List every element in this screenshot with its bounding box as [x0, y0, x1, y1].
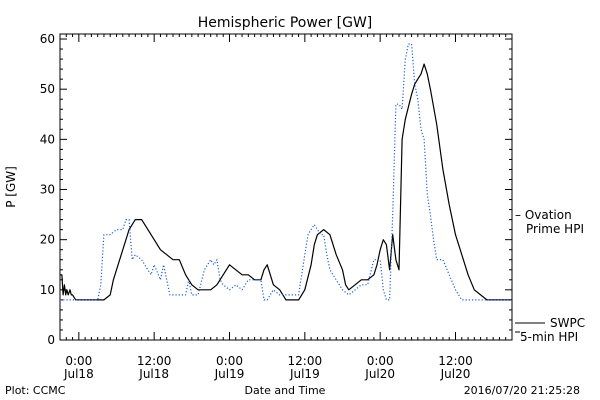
- x-tick-label-date: Jul18: [63, 367, 94, 381]
- footer-timestamp: 2016/07/20 21:25:28: [464, 384, 580, 397]
- x-tick-label-date: Jul18: [138, 367, 169, 381]
- x-tick-label-time: 12:00: [438, 354, 473, 368]
- x-tick-label-time: 0:00: [367, 354, 394, 368]
- y-tick-label: 10: [40, 283, 55, 297]
- x-tick-label-date: Jul19: [214, 367, 245, 381]
- chart-title: Hemispheric Power [GW]: [198, 15, 373, 31]
- x-tick-label-time: 0:00: [65, 354, 92, 368]
- series-line-swpc: [60, 63, 512, 301]
- y-tick-label: 60: [40, 32, 55, 46]
- legend-label-ovation-line1: – Ovation: [515, 208, 572, 222]
- x-tick-label-time: 12:00: [137, 354, 172, 368]
- y-axis: 0 10 20 30 40 50 60: [40, 32, 512, 347]
- x-tick-label-time: 0:00: [216, 354, 243, 368]
- series-lines: [60, 43, 512, 301]
- x-tick-label-date: Jul20: [440, 367, 471, 381]
- legend-label-ovation-line2: Prime HPI: [526, 222, 584, 236]
- x-tick-label-time: 12:00: [288, 354, 323, 368]
- x-tick-label-date: Jul20: [364, 367, 395, 381]
- plot-frame: [59, 33, 513, 341]
- legend-label-swpc-line1: SWPC: [550, 316, 585, 330]
- y-tick-label: 30: [40, 183, 55, 197]
- legend-label-swpc-line2: 5-min HPI: [520, 330, 578, 344]
- x-tick-label-date: Jul19: [289, 367, 320, 381]
- x-axis: 0:00Jul1812:00Jul180:00Jul1912:00Jul190:…: [59, 34, 513, 381]
- y-axis-label: P [GW]: [4, 166, 18, 208]
- footer-credit: Plot: CCMC: [5, 384, 66, 397]
- y-tick-label: 20: [40, 233, 55, 247]
- y-tick-label: 50: [40, 82, 55, 96]
- y-tick-label: 40: [40, 132, 55, 146]
- y-tick-label: 0: [47, 333, 55, 347]
- x-axis-label: Date and Time: [245, 384, 326, 397]
- series-line-ovation: [60, 43, 512, 301]
